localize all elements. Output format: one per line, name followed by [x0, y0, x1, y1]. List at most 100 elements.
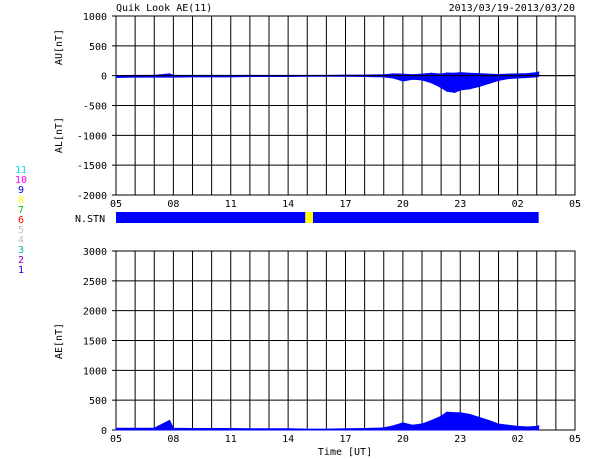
y-tick-label: -500 [83, 102, 107, 113]
date-range: 2013/03/19-2013/03/20 [449, 3, 575, 14]
data-point [440, 87, 442, 89]
x-tick-label: 05 [569, 434, 581, 445]
data-point [191, 76, 194, 78]
data-point [459, 89, 461, 91]
x-tick-label: 05 [569, 199, 581, 210]
x-tick-label: 11 [225, 434, 237, 445]
x-tick-label: 02 [512, 199, 524, 210]
data-point [440, 73, 442, 75]
ae-axis-label: AE[nT] [54, 323, 65, 359]
data-point [211, 427, 213, 430]
data-point [268, 428, 270, 430]
data-point [402, 73, 404, 75]
data-point [536, 72, 538, 74]
data-point [392, 77, 394, 79]
station-label: 5 [17, 225, 25, 236]
data-point [392, 425, 394, 427]
data-point [526, 426, 528, 428]
data-point [402, 80, 404, 82]
plot-frame [115, 15, 576, 196]
station-label: 8 [17, 195, 25, 206]
data-point [478, 85, 480, 88]
data-point [411, 74, 414, 76]
data-point [115, 427, 117, 429]
data-point [153, 76, 155, 78]
data-point [459, 72, 461, 74]
data-point [172, 76, 174, 78]
x-tick-label: 17 [339, 199, 351, 210]
station-label: 9 [17, 185, 25, 196]
data-point [497, 423, 500, 425]
data-point [421, 423, 423, 425]
series-area [115, 411, 540, 431]
data-point [153, 427, 155, 429]
data-point [306, 428, 308, 430]
data-point [497, 79, 500, 82]
y-tick-label: 1000 [83, 12, 107, 23]
data-point [440, 415, 442, 417]
station-label: 7 [17, 205, 25, 216]
data-point [287, 75, 289, 78]
x-tick-label: 08 [167, 199, 179, 210]
data-point [453, 91, 456, 93]
data-point [488, 419, 490, 422]
data-point [507, 424, 509, 426]
data-point [453, 412, 456, 414]
station-label: 10 [14, 175, 28, 186]
station-legend: 11 10 9 8 7 6 5 4 3 2 1 [4, 166, 38, 276]
data-point [526, 76, 528, 79]
y-tick-label: 2500 [83, 277, 107, 288]
y-tick-label: -1000 [77, 131, 107, 142]
x-tick-label: 14 [282, 199, 294, 210]
x-tick-label: 08 [167, 434, 179, 445]
y-tick-label: 1500 [83, 337, 107, 348]
data-point [115, 76, 117, 79]
data-point [478, 416, 480, 419]
y-tick-label: 2000 [83, 307, 107, 318]
data-point [411, 78, 414, 80]
x-tick-label: 23 [454, 199, 466, 210]
data-point [230, 427, 232, 430]
data-point [430, 419, 433, 422]
au-axis-label: AU[nT] [54, 29, 65, 65]
data-point [517, 425, 519, 428]
station-label: 4 [17, 235, 25, 246]
data-point [538, 71, 540, 73]
x-tick-label: 20 [397, 434, 409, 445]
data-point [517, 73, 519, 75]
y-tick-label: -1500 [77, 161, 107, 172]
data-point [249, 75, 251, 78]
data-point [191, 427, 194, 430]
station-count-segment [305, 212, 313, 223]
data-point [325, 428, 327, 430]
y-tick-label: 500 [89, 396, 107, 407]
al-axis-label: AL[nT] [54, 117, 65, 153]
data-point [488, 82, 490, 85]
data-point [421, 73, 423, 75]
x-tick-label: 11 [225, 199, 237, 210]
x-tick-label: 23 [454, 434, 466, 445]
data-point [364, 75, 366, 78]
x-tick-label: 02 [512, 434, 524, 445]
data-point [469, 88, 471, 90]
y-tick-label: 1000 [83, 366, 107, 377]
data-point [459, 412, 461, 414]
data-point [402, 422, 404, 424]
data-point [446, 72, 448, 74]
station-label: 3 [17, 245, 25, 256]
data-point [478, 72, 480, 75]
station-count-bar [116, 212, 539, 223]
y-tick-label: 0 [101, 72, 107, 83]
data-point [526, 72, 528, 75]
nstn-label: N.STN [75, 214, 105, 225]
series-area [115, 71, 540, 77]
series-area [115, 75, 540, 93]
data-point [344, 428, 347, 430]
data-point [134, 76, 136, 78]
chart-title: Quik Look AE(11) [116, 3, 212, 14]
data-point [453, 72, 456, 74]
y-tick-label: 3000 [83, 247, 107, 258]
station-label: 6 [17, 215, 25, 226]
